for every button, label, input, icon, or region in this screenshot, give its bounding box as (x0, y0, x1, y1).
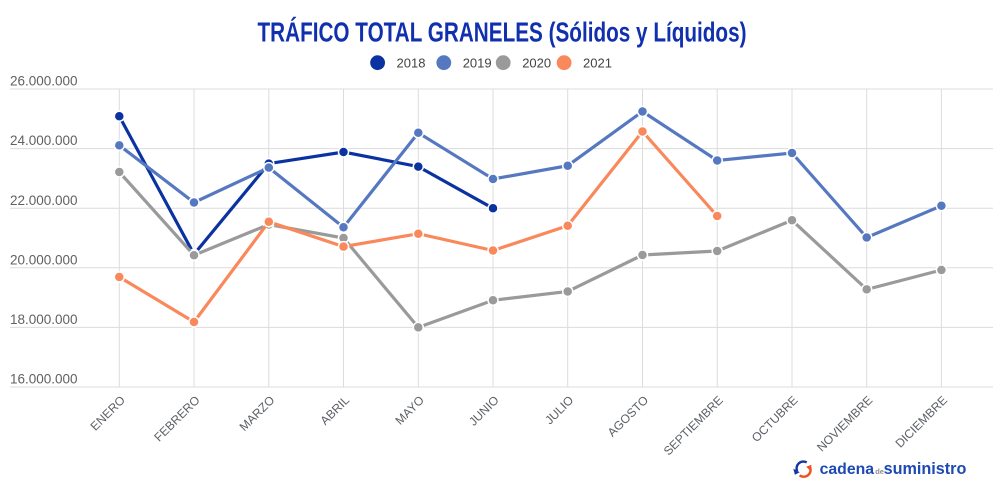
svg-text:16.000.000: 16.000.000 (10, 372, 78, 387)
svg-text:2021: 2021 (583, 55, 612, 70)
svg-text:18.000.000: 18.000.000 (10, 312, 78, 327)
svg-text:22.000.000: 22.000.000 (10, 193, 78, 208)
svg-text:suministro: suministro (884, 460, 967, 478)
svg-text:24.000.000: 24.000.000 (10, 133, 78, 148)
svg-text:2018: 2018 (397, 55, 426, 70)
svg-text:cadena: cadena (820, 461, 875, 478)
svg-text:20.000.000: 20.000.000 (10, 252, 78, 267)
svg-text:TRÁFICO TOTAL GRANELES (Sólido: TRÁFICO TOTAL GRANELES (Sólidos y Líquid… (258, 16, 747, 47)
svg-text:de: de (875, 467, 884, 476)
svg-text:2020: 2020 (522, 55, 551, 70)
svg-text:2019: 2019 (463, 55, 492, 70)
svg-text:26.000.000: 26.000.000 (10, 74, 78, 89)
